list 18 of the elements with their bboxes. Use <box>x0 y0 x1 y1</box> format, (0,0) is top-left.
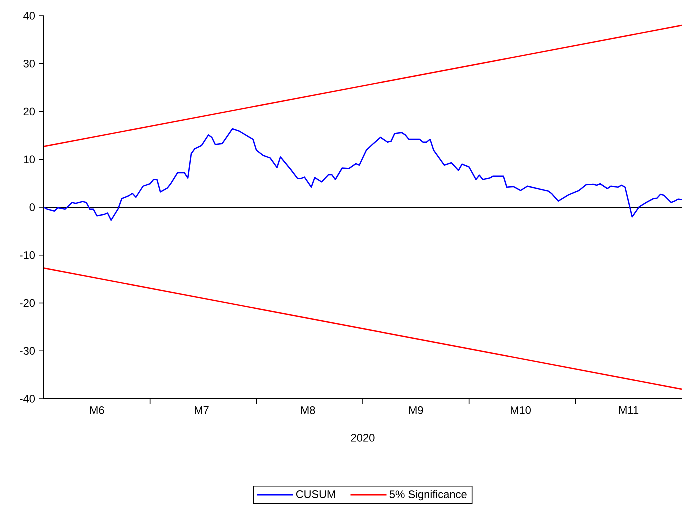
y-tick-label: -10 <box>20 252 36 260</box>
y-tick-label: 0 <box>30 204 36 212</box>
y-tick-label: 20 <box>24 108 36 116</box>
y-tick-label: -40 <box>20 395 36 403</box>
legend-label: 5% Significance <box>390 490 467 501</box>
x-tick-label: M6 <box>90 406 104 414</box>
x-tick-label: M9 <box>409 406 424 414</box>
legend-label: CUSUM <box>296 490 336 498</box>
y-tick-label: -30 <box>20 347 36 356</box>
y-tick-label: 40 <box>24 12 36 20</box>
x-tick-label: M10 <box>511 406 532 414</box>
y-tick-label: 10 <box>24 156 36 164</box>
y-tick-label: 30 <box>24 60 36 68</box>
y-tick-label: -20 <box>20 299 36 308</box>
x-axis-title: 2020 <box>351 434 375 442</box>
x-tick-label: M11 <box>619 406 639 414</box>
x-tick-label: M8 <box>301 406 316 414</box>
x-tick-label: M7 <box>195 406 209 414</box>
